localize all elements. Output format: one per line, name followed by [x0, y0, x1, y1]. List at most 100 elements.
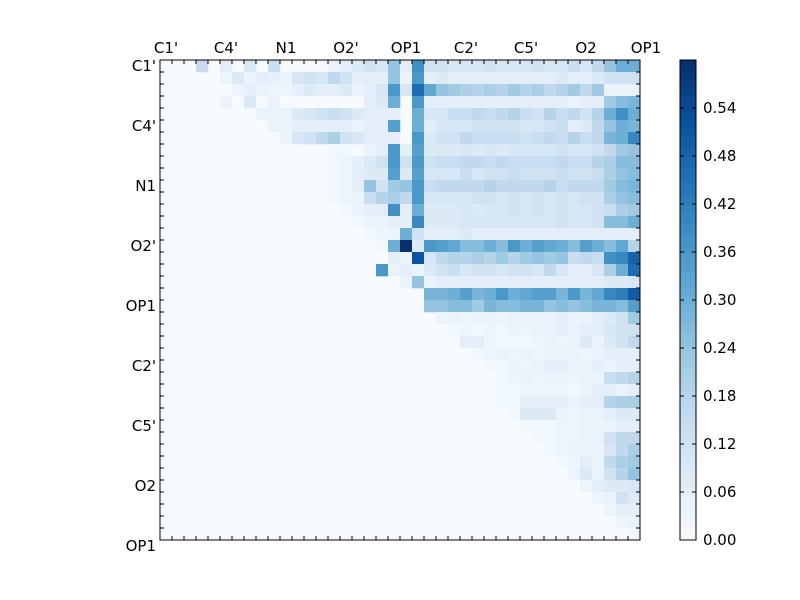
heatmap-cell: [424, 60, 437, 73]
heatmap-cell: [508, 60, 521, 73]
heatmap-cell: [580, 216, 593, 229]
heatmap-cell: [484, 240, 497, 253]
heatmap-cell: [496, 300, 509, 313]
heatmap-cell: [628, 300, 641, 313]
heatmap-cell: [448, 252, 461, 265]
heatmap-cell: [628, 480, 641, 493]
heatmap-cell: [472, 120, 485, 133]
heatmap-cell: [424, 84, 437, 97]
heatmap-cell: [604, 252, 617, 265]
heatmap-cell: [604, 384, 617, 397]
heatmap-cell: [496, 312, 509, 325]
heatmap-cell: [616, 384, 629, 397]
heatmap-cell: [580, 108, 593, 121]
heatmap-cell: [400, 84, 413, 97]
heatmap-cell: [292, 120, 305, 133]
heatmap-cell: [580, 408, 593, 421]
heatmap-cell: [616, 216, 629, 229]
heatmap-cell: [448, 300, 461, 313]
heatmap-cell: [508, 408, 521, 421]
heatmap-cell: [484, 288, 497, 301]
heatmap-cell: [544, 444, 557, 457]
heatmap-cell: [580, 60, 593, 73]
heatmap-cell: [424, 216, 437, 229]
heatmap-cell: [484, 264, 497, 277]
heatmap-cell: [328, 60, 341, 73]
heatmap-cell: [412, 168, 425, 181]
heatmap-cell: [448, 324, 461, 337]
heatmap-cell: [340, 132, 353, 145]
heatmap-cell: [424, 132, 437, 145]
heatmap-cell: [424, 264, 437, 277]
heatmap-cell: [424, 120, 437, 133]
heatmap-cell: [592, 324, 605, 337]
heatmap-cell: [520, 240, 533, 253]
heatmap-cell: [592, 408, 605, 421]
heatmap-cell: [580, 180, 593, 193]
heatmap-cell: [424, 168, 437, 181]
heatmap-cell: [400, 264, 413, 277]
heatmap-cell: [508, 192, 521, 205]
heatmap-cell: [556, 348, 569, 361]
heatmap-cell: [460, 276, 473, 289]
heatmap-cell: [616, 276, 629, 289]
heatmap-cell: [508, 228, 521, 241]
heatmap-cell: [556, 396, 569, 409]
heatmap-cell: [580, 420, 593, 433]
heatmap-cell: [568, 264, 581, 277]
heatmap-cell: [460, 72, 473, 85]
heatmap-cell: [424, 288, 437, 301]
heatmap-cell: [304, 72, 317, 85]
heatmap-cell: [532, 60, 545, 73]
heatmap-cell: [616, 120, 629, 133]
heatmap-cell: [472, 336, 485, 349]
heatmap-cell: [340, 180, 353, 193]
heatmap-cell: [496, 84, 509, 97]
heatmap-cell: [568, 360, 581, 373]
heatmap-cell: [628, 372, 641, 385]
heatmap-cell: [472, 168, 485, 181]
heatmap-cell: [520, 84, 533, 97]
heatmap-cell: [568, 120, 581, 133]
heatmap-cell: [544, 360, 557, 373]
heatmap-cell: [604, 336, 617, 349]
heatmap-cell: [352, 192, 365, 205]
heatmap-cell: [472, 180, 485, 193]
heatmap-cell: [256, 108, 269, 121]
heatmap-cell: [628, 504, 641, 517]
heatmap-cell: [376, 84, 389, 97]
heatmap-cell: [376, 168, 389, 181]
heatmap-cell: [292, 132, 305, 145]
heatmap-cell: [328, 144, 341, 157]
heatmap-cell: [304, 120, 317, 133]
heatmap-cell: [616, 492, 629, 505]
heatmap-cell: [436, 108, 449, 121]
heatmap-cell: [436, 120, 449, 133]
colorbar-tick-label: 0.12: [703, 435, 736, 453]
heatmap-cell: [448, 72, 461, 85]
heatmap-cell: [580, 432, 593, 445]
heatmap-cell: [520, 396, 533, 409]
heatmap-cell: [496, 324, 509, 337]
heatmap-cell: [460, 336, 473, 349]
heatmap-cell: [280, 72, 293, 85]
heatmap-cell: [628, 180, 641, 193]
heatmap-cell: [424, 204, 437, 217]
heatmap-cell: [448, 132, 461, 145]
heatmap-cell: [436, 228, 449, 241]
heatmap-cell: [592, 156, 605, 169]
heatmap-cell: [616, 144, 629, 157]
heatmap-cell: [628, 168, 641, 181]
heatmap-cell: [496, 132, 509, 145]
heatmap-cell: [592, 240, 605, 253]
heatmap-cell: [436, 276, 449, 289]
heatmap-cell: [568, 60, 581, 73]
heatmap-cell: [508, 84, 521, 97]
heatmap-cell: [508, 288, 521, 301]
heatmap-cell: [568, 288, 581, 301]
heatmap-cell: [568, 228, 581, 241]
heatmap-cell: [616, 456, 629, 469]
heatmap-cell: [604, 360, 617, 373]
heatmap-cell: [592, 276, 605, 289]
heatmap-cell: [592, 144, 605, 157]
